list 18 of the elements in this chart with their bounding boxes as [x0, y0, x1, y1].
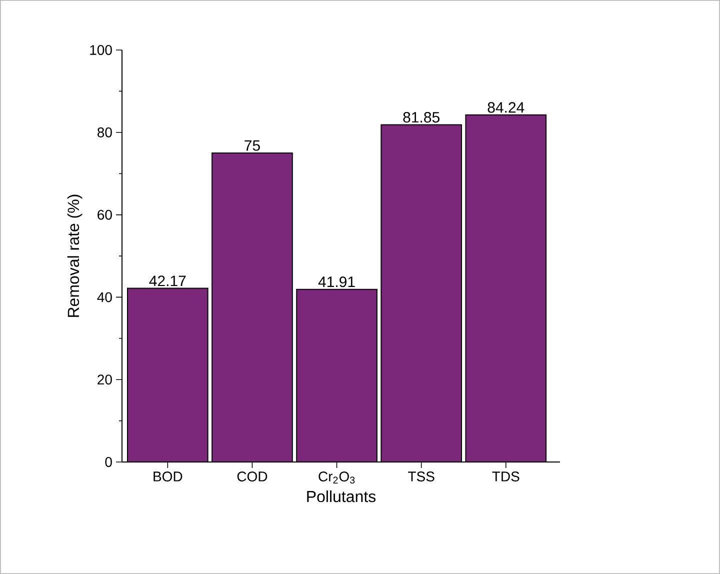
- y-tick-label: 0: [105, 457, 112, 467]
- data-label: 81.85: [403, 112, 440, 123]
- x-tick-label: COD: [237, 472, 268, 482]
- data-label: 42.17: [149, 276, 186, 286]
- data-label: 75: [244, 140, 260, 151]
- y-tick-label: 60: [98, 210, 112, 220]
- y-tick-label: 80: [98, 127, 112, 138]
- x-tick-label: TDS: [492, 472, 520, 482]
- x-tick-label: BOD: [154, 472, 182, 482]
- x-axis-title: Pollutants: [307, 490, 376, 502]
- x-tick-label: TSS: [408, 472, 434, 482]
- data-label: 41.91: [318, 276, 355, 288]
- y-tick-label: 20: [98, 374, 112, 385]
- y-axis-title: Removal rate (%): [67, 194, 82, 317]
- data-label: 84.24: [488, 102, 524, 113]
- x-tick-label: Cr$_{2}$O$_{3}$: [318, 472, 355, 484]
- y-tick-label: 40: [97, 292, 112, 302]
- y-tick-label: 100: [90, 45, 112, 55]
